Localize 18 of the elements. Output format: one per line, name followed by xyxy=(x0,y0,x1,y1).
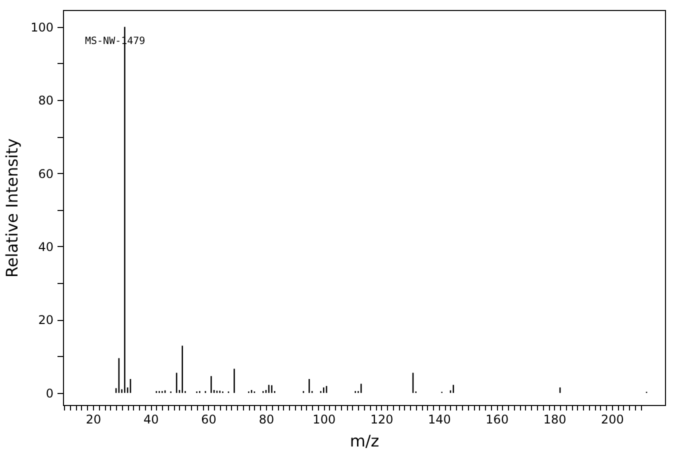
x-tick-label: 160 xyxy=(486,412,509,426)
x-tick-label: 60 xyxy=(201,412,216,426)
x-tick-label: 200 xyxy=(600,412,624,426)
y-tick-label: 100 xyxy=(30,20,54,34)
x-tick-label: 140 xyxy=(428,412,451,426)
x-tick-label: 20 xyxy=(86,412,102,426)
y-tick-label: 40 xyxy=(38,240,54,254)
x-axis-title: m/z xyxy=(350,432,380,450)
x-tick-label: 40 xyxy=(144,412,159,426)
y-tick-label: 60 xyxy=(38,166,54,181)
x-tick-label: 80 xyxy=(258,412,274,426)
y-axis-title: Relative Intensity xyxy=(2,138,22,278)
y-tick-label: 0 xyxy=(46,386,54,400)
x-tick-label: 180 xyxy=(543,412,566,426)
y-tick-label: 80 xyxy=(38,94,54,108)
y-tick-label: 20 xyxy=(38,313,54,328)
x-tick-label: 120 xyxy=(370,412,394,426)
x-tick-label: 100 xyxy=(312,412,336,426)
